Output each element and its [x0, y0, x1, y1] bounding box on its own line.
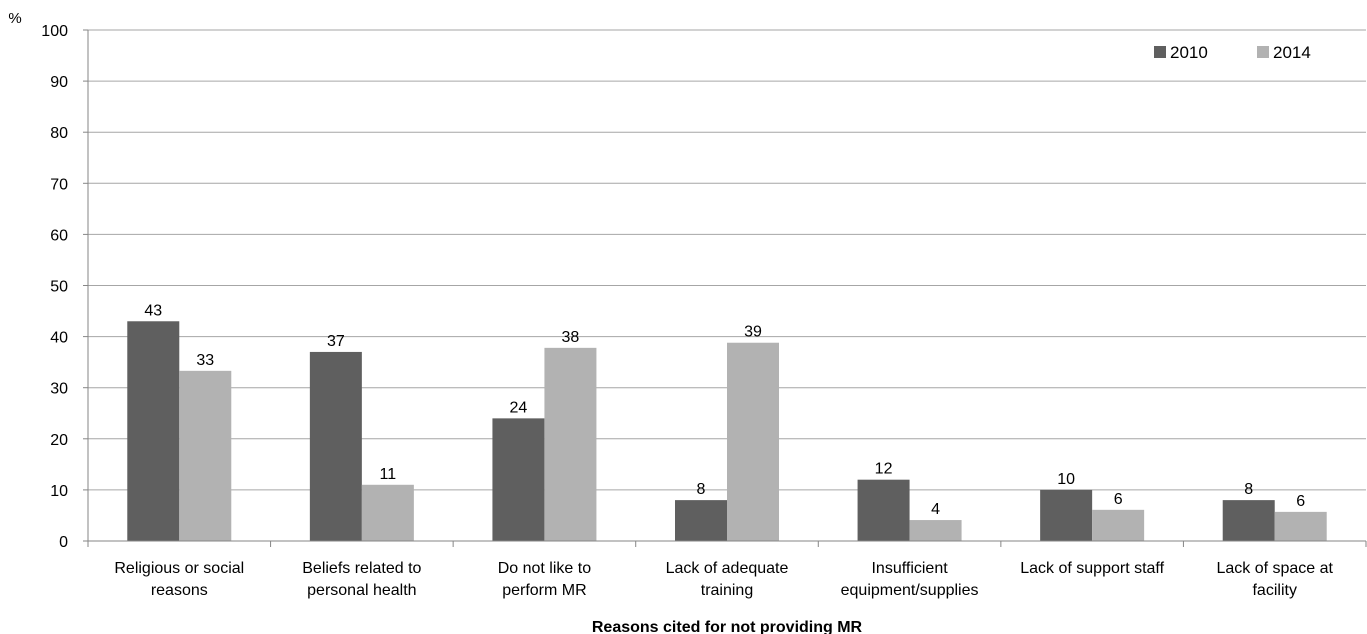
- bar-2014: [909, 520, 962, 541]
- y-tick-label: 50: [50, 279, 68, 296]
- data-label-2014: 33: [196, 352, 214, 369]
- x-category-label: Beliefs related to personal health: [302, 560, 421, 599]
- y-tick-label: 10: [50, 483, 68, 500]
- legend: 2010 2014: [1154, 43, 1311, 62]
- legend-label-2014: 2014: [1273, 43, 1311, 62]
- bar-2014: [179, 370, 232, 541]
- bar-2010: [857, 479, 910, 541]
- x-category-label: Religious or social reasons: [114, 560, 244, 599]
- x-category-label: Lack of adequate training: [666, 560, 789, 599]
- legend-label-2010: 2010: [1170, 43, 1208, 62]
- data-label-2014: 11: [380, 466, 397, 483]
- bar-2014: [544, 347, 597, 541]
- bar-2014: [361, 484, 414, 541]
- x-category-label: Lack of space at facility: [1216, 560, 1333, 599]
- bar-2010: [1222, 500, 1275, 541]
- x-category-label: Do not like to perform MR: [498, 560, 591, 599]
- data-label-2010: 8: [1244, 481, 1253, 498]
- legend-swatch-2014: [1257, 46, 1269, 58]
- data-label-2014: 6: [1296, 493, 1305, 510]
- bar-2010: [492, 418, 545, 541]
- x-axis-title: Reasons cited for not providing MR: [592, 619, 863, 634]
- y-tick-label: 90: [50, 74, 68, 91]
- data-label-2010: 10: [1057, 471, 1075, 488]
- bar-2010: [127, 321, 180, 541]
- y-tick-labels: 0 10 20 30 40 50 60 70 80 90 100: [41, 23, 88, 551]
- y-tick-label: 20: [50, 432, 68, 449]
- y-tick-label: 70: [50, 176, 68, 193]
- y-tick-label: 30: [50, 381, 68, 398]
- data-label-2010: 12: [875, 461, 893, 478]
- bars: [127, 321, 1327, 541]
- x-category-label: Lack of support staff: [1020, 560, 1164, 577]
- bar-2014: [727, 342, 779, 541]
- data-label-2014: 6: [1114, 491, 1123, 508]
- data-label-2010: 43: [144, 302, 162, 319]
- data-label-2014: 39: [744, 324, 762, 341]
- data-label-2010: 8: [697, 481, 706, 498]
- bar-2010: [309, 351, 362, 541]
- y-tick-label: 40: [50, 330, 68, 347]
- y-tick-label: 80: [50, 125, 68, 142]
- data-label-2014: 38: [562, 329, 580, 346]
- bar-2014: [1092, 509, 1145, 541]
- legend-swatch-2010: [1154, 46, 1166, 58]
- data-label-2014: 4: [931, 501, 940, 518]
- y-unit-label: %: [8, 10, 21, 27]
- data-labels: 43 33 37 11 24 38 8 39 12 4 10 6 8 6: [144, 302, 1305, 518]
- data-label-2010: 24: [510, 399, 528, 416]
- x-category-label: Insufficient equipment/supplies: [841, 560, 979, 599]
- x-category-labels: Religious or social reasons Beliefs relate…: [114, 560, 1333, 599]
- bar-2014: [1274, 511, 1327, 541]
- y-tick-label: 0: [59, 534, 68, 551]
- gridlines: [88, 29, 1366, 491]
- bar-2010: [675, 500, 727, 541]
- data-label-2010: 37: [327, 333, 345, 350]
- y-tick-label: 100: [41, 23, 68, 40]
- bar-2010: [1040, 489, 1093, 541]
- y-tick-label: 60: [50, 227, 68, 244]
